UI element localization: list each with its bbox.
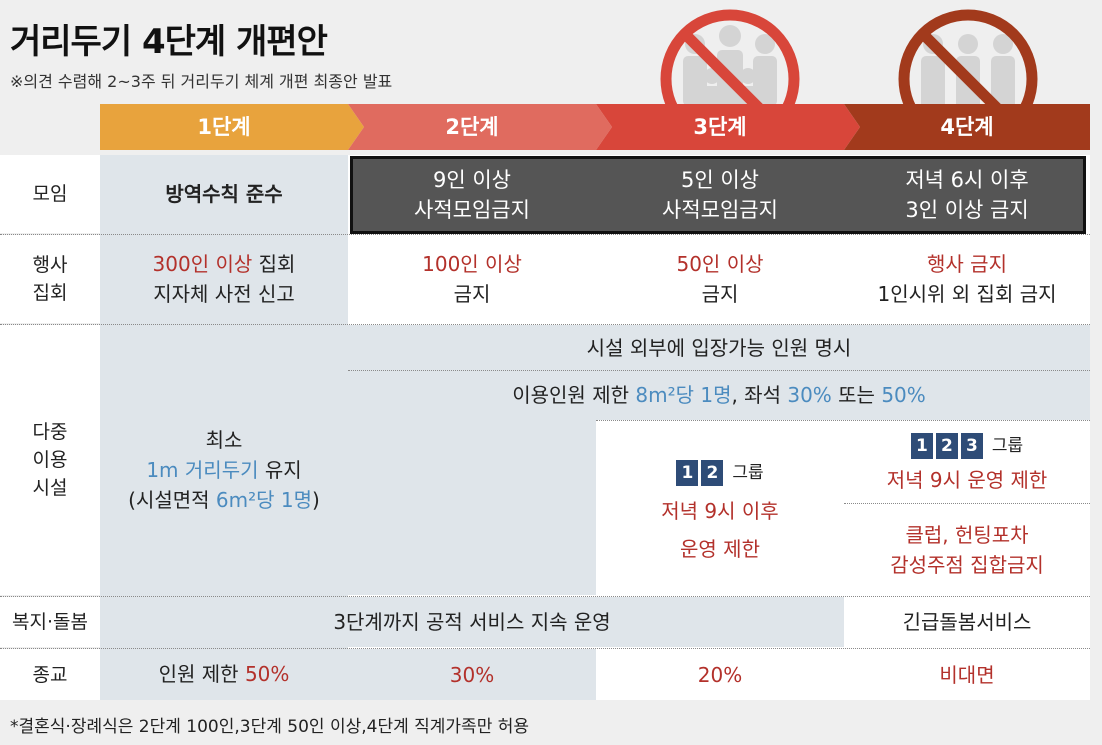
gathering-ban-box bbox=[350, 156, 1086, 234]
row-label-facilities: 다중 이용 시설 bbox=[0, 325, 100, 595]
row-divider bbox=[0, 324, 1090, 325]
row-divider bbox=[844, 503, 1090, 504]
welfare-bg-span bbox=[100, 597, 844, 647]
facilities-span-all: 시설 외부에 입장가능 인원 명시 bbox=[586, 335, 852, 360]
row-label-events: 행사 집회 bbox=[0, 235, 100, 323]
step-1-label: 1단계 bbox=[197, 115, 251, 139]
religion-step1: 인원 제한 50% bbox=[158, 662, 290, 686]
facilities-step4-top: 1 2 3 그룹 저녁 9시 운영 제한 bbox=[844, 420, 1090, 503]
row-divider bbox=[0, 648, 1090, 649]
table-bg-step4 bbox=[844, 155, 1090, 700]
events-step3: 50인 이상 금지 bbox=[676, 252, 764, 306]
facilities-step1: 최소 1m 거리두기 유지 (시설면적 6m²당 1명) bbox=[128, 428, 320, 512]
page-title: 거리두기 4단계 개편안 bbox=[10, 22, 328, 62]
step-header-bar bbox=[100, 104, 1090, 150]
gathering-step1: 방역수칙 준수 bbox=[165, 182, 283, 206]
facility-bg-step2 bbox=[348, 420, 596, 595]
step-2-label: 2단계 bbox=[445, 115, 499, 139]
facilities-step3: 1 2 그룹 저녁 9시 이후 운영 제한 bbox=[596, 440, 844, 580]
events-step2: 100인 이상 금지 bbox=[422, 252, 522, 306]
events-step4: 행사 금지 1인시위 외 집회 금지 bbox=[877, 252, 1057, 306]
row-label-religion: 종교 bbox=[0, 649, 100, 700]
facility-bg-span-all bbox=[100, 325, 1090, 370]
row-label-gathering: 모임 bbox=[0, 155, 100, 233]
page-subtitle: ※의견 수렴해 2~3주 뒤 거리두기 체계 개편 최종안 발표 bbox=[10, 72, 393, 91]
welfare-span-1to3: 3단계까지 공적 서비스 지속 운영 bbox=[333, 610, 611, 634]
row-label-welfare: 복지·돌봄 bbox=[0, 597, 100, 647]
footnote: *결혼식·장례식은 2단계 100인,3단계 50인 이상,4단계 직계가족만 … bbox=[10, 717, 530, 737]
row-divider bbox=[596, 420, 1090, 421]
row-divider bbox=[0, 596, 1090, 597]
row-divider bbox=[0, 234, 1090, 235]
gathering-step2: 9인 이상 사적모임금지 bbox=[414, 168, 530, 222]
religion-step2: 30% bbox=[348, 649, 596, 700]
facilities-step4-bottom: 클럽, 헌팅포차 감성주점 집합금지 bbox=[890, 523, 1044, 577]
group-badges: 1 2 3 그룹 bbox=[910, 427, 1023, 463]
gathering-step3: 5인 이상 사적모임금지 bbox=[662, 168, 778, 222]
religion-step4: 비대면 bbox=[939, 662, 995, 687]
facilities-span-2to4: 이용인원 제한 8m²당 1명, 좌석 30% 또는 50% bbox=[512, 383, 926, 407]
welfare-step4: 긴급돌봄서비스 bbox=[902, 610, 1032, 634]
facility-bg-span-2to4 bbox=[348, 370, 1090, 420]
step-3-label: 3단계 bbox=[693, 115, 747, 139]
religion-step3: 20% bbox=[697, 662, 743, 687]
group-badges: 1 2 그룹 bbox=[676, 452, 764, 492]
row-divider bbox=[348, 370, 1090, 371]
gathering-step4: 저녁 6시 이후 3인 이상 금지 bbox=[905, 168, 1029, 222]
step-4-label: 4단계 bbox=[940, 115, 994, 139]
events-step1: 300인 이상 집회 지자체 사전 신고 bbox=[152, 252, 296, 306]
